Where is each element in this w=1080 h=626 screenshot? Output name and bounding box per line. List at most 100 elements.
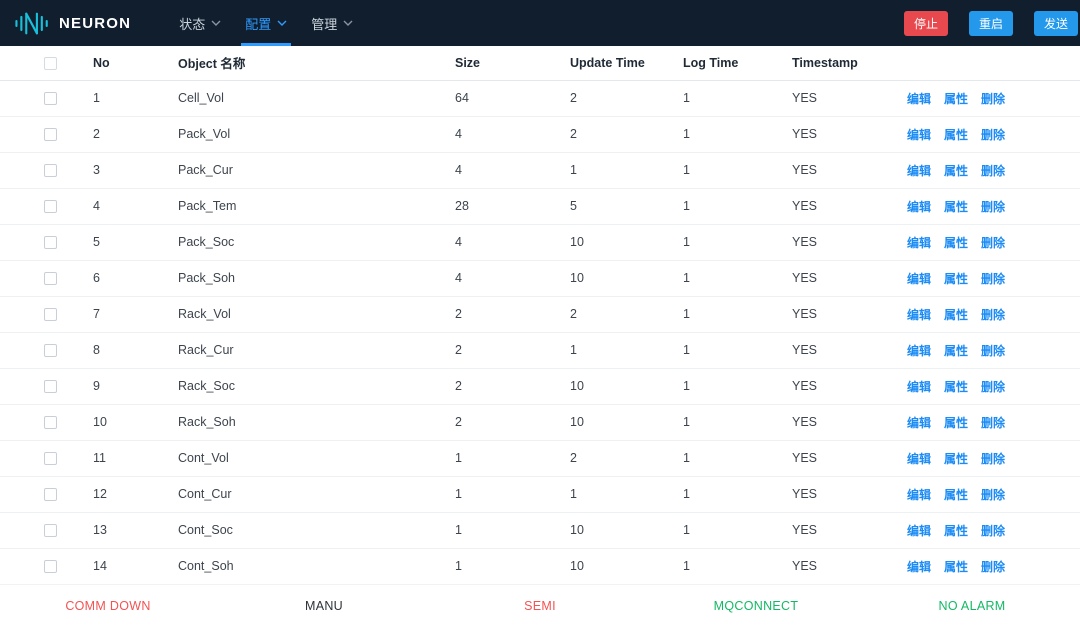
cell-object-name: Rack_Soh [165, 404, 440, 441]
select-all-checkbox[interactable] [44, 56, 57, 70]
cell-update-time: 2 [555, 116, 668, 153]
edit-link[interactable]: 编辑 [907, 235, 932, 250]
delete-link[interactable]: 删除 [981, 235, 1006, 250]
edit-link[interactable]: 编辑 [907, 523, 932, 538]
nav-item-label: 状态 [179, 16, 206, 32]
edit-link[interactable]: 编辑 [907, 163, 932, 178]
properties-link[interactable]: 属性 [944, 487, 969, 502]
delete-link[interactable]: 删除 [981, 379, 1006, 394]
cell-no: 10 [80, 404, 165, 441]
row-checkbox[interactable] [44, 380, 57, 394]
table-row: 1 Cell_Vol 64 2 1 YES 编辑 属性 删除 [0, 80, 1080, 117]
cell-timestamp: YES [777, 440, 892, 477]
properties-link[interactable]: 属性 [944, 379, 969, 394]
properties-link[interactable]: 属性 [944, 559, 969, 574]
row-checkbox[interactable] [44, 200, 57, 214]
cell-log-time: 1 [668, 476, 777, 513]
edit-link[interactable]: 编辑 [907, 415, 932, 430]
cell-update-time: 5 [555, 188, 668, 225]
edit-link[interactable]: 编辑 [907, 451, 932, 466]
cell-log-time: 1 [668, 404, 777, 441]
row-checkbox[interactable] [44, 560, 57, 574]
edit-link[interactable]: 编辑 [907, 379, 932, 394]
delete-link[interactable]: 删除 [981, 559, 1006, 574]
properties-link[interactable]: 属性 [944, 271, 969, 286]
properties-link[interactable]: 属性 [944, 91, 969, 106]
cell-no: 8 [80, 332, 165, 369]
cell-log-time: 1 [668, 80, 777, 117]
properties-link[interactable]: 属性 [944, 307, 969, 322]
delete-link[interactable]: 删除 [981, 199, 1006, 214]
stop-button[interactable]: 停止 [903, 10, 948, 36]
delete-link[interactable]: 删除 [981, 523, 1006, 538]
edit-link[interactable]: 编辑 [907, 559, 932, 574]
cell-size: 4 [440, 260, 555, 297]
properties-link[interactable]: 属性 [944, 199, 969, 214]
nav-item-1[interactable]: 配置 [233, 0, 299, 46]
cell-object-name: Pack_Soh [165, 260, 440, 297]
edit-link[interactable]: 编辑 [907, 343, 932, 358]
table-row: 5 Pack_Soc 4 10 1 YES 编辑 属性 删除 [0, 224, 1080, 261]
row-checkbox[interactable] [44, 416, 57, 430]
delete-link[interactable]: 删除 [981, 487, 1006, 502]
restart-button[interactable]: 重启 [968, 10, 1013, 36]
delete-link[interactable]: 删除 [981, 91, 1006, 106]
delete-link[interactable]: 删除 [981, 451, 1006, 466]
cell-no: 3 [80, 152, 165, 189]
properties-link[interactable]: 属性 [944, 415, 969, 430]
cell-timestamp: YES [777, 152, 892, 189]
cell-log-time: 1 [668, 116, 777, 153]
properties-link[interactable]: 属性 [944, 127, 969, 142]
row-checkbox[interactable] [44, 488, 57, 502]
cell-no: 1 [80, 80, 165, 117]
top-navbar: NEURON 状态 配置 管理 停止 重启 发送 [0, 0, 1080, 46]
properties-link[interactable]: 属性 [944, 343, 969, 358]
delete-link[interactable]: 删除 [981, 343, 1006, 358]
cell-size: 1 [440, 512, 555, 549]
edit-link[interactable]: 编辑 [907, 307, 932, 322]
row-checkbox[interactable] [44, 452, 57, 466]
edit-link[interactable]: 编辑 [907, 199, 932, 214]
nav-item-0[interactable]: 状态 [167, 0, 233, 46]
row-checkbox[interactable] [44, 524, 57, 538]
row-checkbox[interactable] [44, 272, 57, 286]
delete-link[interactable]: 删除 [981, 127, 1006, 142]
send-button[interactable]: 发送 [1033, 10, 1078, 36]
row-checkbox[interactable] [44, 308, 57, 322]
cell-update-time: 1 [555, 476, 668, 513]
edit-link[interactable]: 编辑 [907, 127, 932, 142]
edit-link[interactable]: 编辑 [907, 271, 932, 286]
col-header-log-time: Log Time [668, 46, 777, 81]
table-row: 12 Cont_Cur 1 1 1 YES 编辑 属性 删除 [0, 476, 1080, 513]
row-checkbox[interactable] [44, 128, 57, 142]
properties-link[interactable]: 属性 [944, 523, 969, 538]
row-checkbox[interactable] [44, 92, 57, 106]
delete-link[interactable]: 删除 [981, 307, 1006, 322]
properties-link[interactable]: 属性 [944, 235, 969, 250]
cell-log-time: 1 [668, 260, 777, 297]
table-row: 7 Rack_Vol 2 2 1 YES 编辑 属性 删除 [0, 296, 1080, 333]
edit-link[interactable]: 编辑 [907, 91, 932, 106]
config-table-wrap: No Object 名称 Size Update Time Log Time T… [0, 46, 1080, 585]
cell-object-name: Pack_Vol [165, 116, 440, 153]
properties-link[interactable]: 属性 [944, 451, 969, 466]
cell-timestamp: YES [777, 404, 892, 441]
cell-size: 2 [440, 404, 555, 441]
nav-item-label: 管理 [311, 16, 338, 32]
status-mqconnect: MQCONNECT [713, 598, 799, 613]
cell-timestamp: YES [777, 332, 892, 369]
row-checkbox[interactable] [44, 236, 57, 250]
delete-link[interactable]: 删除 [981, 271, 1006, 286]
nav-item-2[interactable]: 管理 [299, 0, 365, 46]
row-checkbox[interactable] [44, 164, 57, 178]
edit-link[interactable]: 编辑 [907, 487, 932, 502]
status-manu: MANU [304, 598, 343, 613]
table-row: 10 Rack_Soh 2 10 1 YES 编辑 属性 删除 [0, 404, 1080, 441]
row-checkbox[interactable] [44, 344, 57, 358]
delete-link[interactable]: 删除 [981, 415, 1006, 430]
cell-update-time: 10 [555, 404, 668, 441]
delete-link[interactable]: 删除 [981, 163, 1006, 178]
properties-link[interactable]: 属性 [944, 163, 969, 178]
cell-object-name: Pack_Soc [165, 224, 440, 261]
cell-object-name: Cont_Soc [165, 512, 440, 549]
